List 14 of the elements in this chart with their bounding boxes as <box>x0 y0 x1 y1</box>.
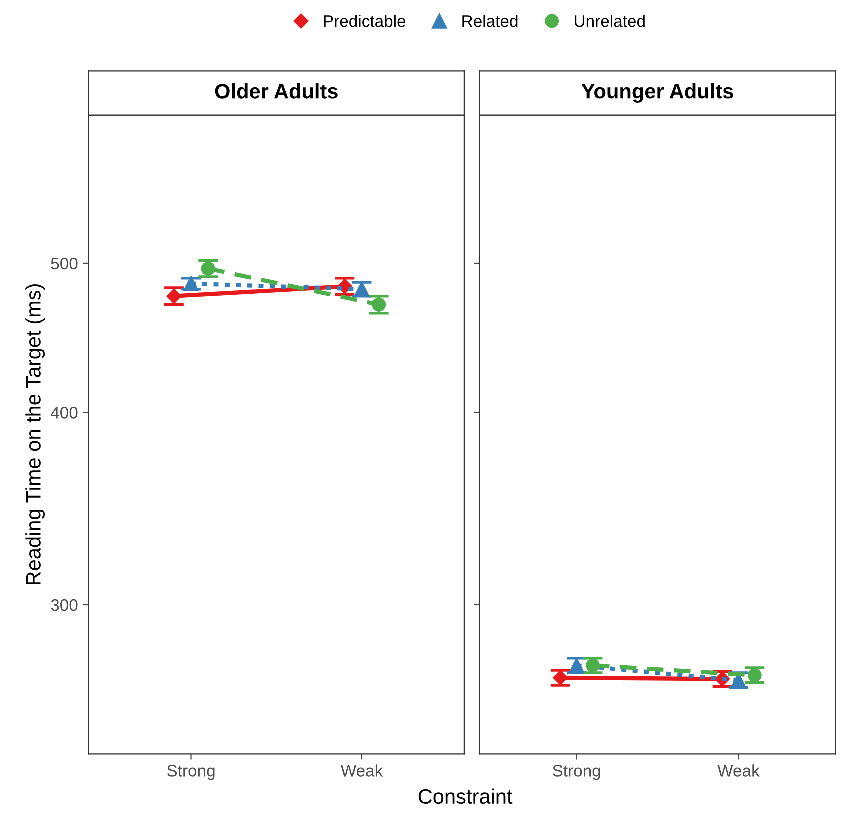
y-tick-label: 300 <box>51 599 78 612</box>
x-tick-label: Strong <box>553 765 600 780</box>
legend-label: Predictable <box>324 15 406 28</box>
legend-label: Unrelated <box>575 15 645 28</box>
y-tick-label: 400 <box>50 407 78 419</box>
x-tick-label: Strong <box>167 765 215 780</box>
x-tick-label: Weak <box>718 764 760 777</box>
chart-title: Younger Adults <box>582 83 734 104</box>
y-axis-title: Reading Time on the Target (ms) <box>26 284 46 585</box>
y-tick-label: 500 <box>51 258 78 270</box>
chart-title: Older Adults <box>215 84 338 99</box>
x-axis-title: Constraint <box>418 788 513 804</box>
x-tick-label: Weak <box>340 764 384 777</box>
legend-label: Related <box>462 15 518 28</box>
